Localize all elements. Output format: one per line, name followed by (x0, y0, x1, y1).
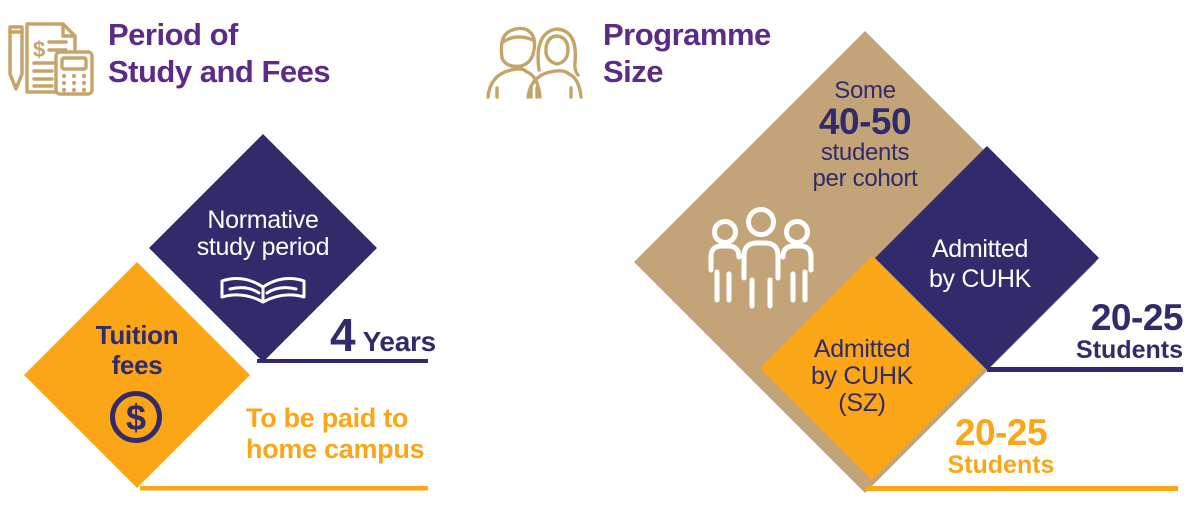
cuhk-count-unit: Students (1076, 336, 1183, 364)
cuhk-label: Admitted by CUHK (870, 234, 1090, 294)
cuhk-sz-label-line2: by CUHK (810, 362, 914, 390)
cuhk-sz-label-line1: Admitted (813, 335, 911, 363)
cuhk-sz-count-number: 20-25 (954, 412, 1048, 453)
cuhk-count-number: 20-25 (1090, 297, 1184, 338)
cohort-line1: Some (834, 77, 896, 104)
study-period-diamond (149, 134, 377, 362)
cuhk-label-line2: by CUHK (928, 265, 1032, 293)
svg-text:$: $ (33, 37, 45, 62)
duration-number: 4 (330, 309, 356, 361)
years-underline (257, 359, 428, 363)
cohort-label: Some 40-50 students per cohort (740, 78, 990, 192)
cuhk-sz-diamond (760, 256, 984, 480)
dollar-circle-icon: $ (110, 391, 162, 443)
payment-note-line2: home campus (246, 434, 425, 464)
tuition-label: Tuition fees (57, 320, 217, 380)
cohort-line4: per cohort (812, 165, 918, 192)
duration-value: 4 Years (330, 308, 436, 362)
tuition-label-line1: Tuition (95, 320, 179, 350)
cuhk-count-underline (987, 367, 1183, 372)
fees-title-line1: Period of (108, 17, 238, 52)
cuhk-sz-count-unit: Students (947, 451, 1055, 479)
cuhk-diamond (875, 146, 1099, 370)
cuhk-sz-label-line3: (SZ) (838, 389, 886, 417)
study-period-label: Normative study period (163, 207, 363, 261)
fees-title-line2: Study and Fees (108, 54, 331, 89)
tuition-diamond (24, 262, 250, 488)
cuhk-sz-count-underline (866, 486, 1178, 491)
payment-note-line1: To be paid to (246, 403, 409, 433)
payment-note: To be paid to home campus (246, 403, 425, 465)
cuhk-sz-label: Admitted by CUHK (SZ) (762, 336, 962, 417)
cuhk-count: 20-25 Students (1003, 297, 1184, 364)
fees-section-title: Period of Study and Fees (108, 16, 331, 90)
cohort-line3: students (820, 139, 910, 166)
cuhk-label-line1: Admitted (931, 235, 1029, 263)
cohort-number: 40-50 (818, 101, 912, 142)
people-pair-icon (486, 26, 583, 99)
cohort-diamond (634, 31, 1096, 493)
home-campus-underline (140, 486, 428, 491)
study-label-line2: study period (196, 233, 330, 261)
invoice-calculator-icon: $ (8, 22, 94, 96)
study-label-line1: Normative (207, 206, 319, 234)
open-book-icon (220, 277, 306, 304)
people-group-icon (708, 207, 814, 309)
size-title-line2: Size (603, 54, 664, 89)
size-title-line1: Programme (603, 17, 771, 52)
size-section-title: Programme Size (603, 16, 771, 90)
tuition-label-line2: fees (111, 350, 163, 380)
svg-text:$: $ (126, 397, 146, 438)
cuhk-sz-count: 20-25 Students (911, 412, 1091, 479)
duration-unit: Years (362, 326, 437, 357)
